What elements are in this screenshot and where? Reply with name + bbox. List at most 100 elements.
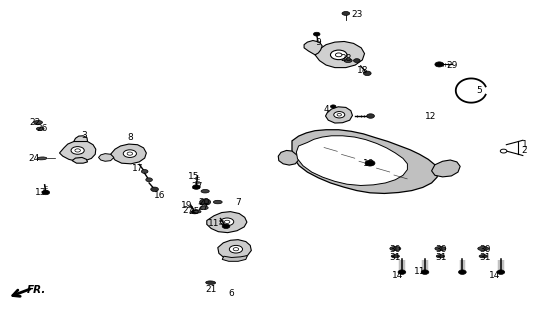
Text: 9: 9 bbox=[316, 38, 321, 47]
Text: 27: 27 bbox=[192, 182, 203, 191]
Ellipse shape bbox=[478, 246, 489, 251]
Polygon shape bbox=[315, 42, 365, 68]
Polygon shape bbox=[278, 150, 299, 165]
Polygon shape bbox=[431, 160, 460, 177]
Text: 30: 30 bbox=[480, 245, 491, 254]
Circle shape bbox=[500, 149, 507, 153]
Circle shape bbox=[75, 149, 80, 152]
Text: 2: 2 bbox=[522, 146, 527, 155]
Text: 31: 31 bbox=[480, 253, 491, 262]
Ellipse shape bbox=[344, 59, 352, 62]
Circle shape bbox=[192, 185, 200, 189]
Ellipse shape bbox=[391, 255, 399, 258]
Ellipse shape bbox=[206, 281, 215, 284]
Ellipse shape bbox=[436, 255, 445, 258]
Circle shape bbox=[334, 112, 345, 118]
Text: 28: 28 bbox=[340, 54, 352, 63]
Ellipse shape bbox=[194, 210, 201, 213]
Text: 31: 31 bbox=[436, 253, 447, 262]
Polygon shape bbox=[72, 157, 88, 163]
Polygon shape bbox=[218, 240, 251, 260]
Text: 5: 5 bbox=[476, 86, 482, 95]
Circle shape bbox=[365, 160, 375, 166]
Text: 27: 27 bbox=[182, 206, 193, 215]
Circle shape bbox=[458, 270, 466, 274]
Text: 14: 14 bbox=[489, 271, 500, 280]
Text: 16: 16 bbox=[154, 191, 166, 200]
Circle shape bbox=[42, 190, 50, 195]
Circle shape bbox=[220, 218, 234, 226]
Circle shape bbox=[222, 224, 230, 228]
Text: 23: 23 bbox=[351, 10, 363, 19]
Ellipse shape bbox=[390, 246, 401, 251]
Polygon shape bbox=[74, 136, 88, 141]
Text: 10: 10 bbox=[363, 159, 375, 168]
Ellipse shape bbox=[34, 121, 42, 124]
Text: 14: 14 bbox=[392, 271, 403, 280]
Circle shape bbox=[398, 270, 406, 274]
Ellipse shape bbox=[37, 157, 47, 160]
Text: 29: 29 bbox=[447, 60, 458, 69]
Text: 4: 4 bbox=[324, 105, 329, 114]
Polygon shape bbox=[60, 140, 96, 161]
Polygon shape bbox=[304, 41, 322, 55]
Circle shape bbox=[331, 105, 336, 108]
Circle shape bbox=[435, 62, 444, 67]
Circle shape bbox=[364, 71, 371, 76]
Polygon shape bbox=[99, 154, 114, 161]
Ellipse shape bbox=[200, 206, 208, 210]
Text: 21: 21 bbox=[205, 284, 217, 293]
Circle shape bbox=[421, 270, 429, 274]
Circle shape bbox=[233, 248, 239, 251]
Text: 24: 24 bbox=[28, 154, 39, 163]
Circle shape bbox=[146, 178, 153, 182]
Ellipse shape bbox=[479, 255, 488, 258]
Polygon shape bbox=[222, 256, 247, 261]
Polygon shape bbox=[296, 136, 407, 186]
Text: 17: 17 bbox=[132, 164, 144, 173]
Text: 19: 19 bbox=[181, 201, 192, 210]
Ellipse shape bbox=[435, 246, 446, 251]
Circle shape bbox=[199, 199, 210, 205]
Circle shape bbox=[151, 187, 159, 192]
Ellipse shape bbox=[36, 127, 44, 130]
Text: 13: 13 bbox=[35, 188, 46, 197]
Text: 26: 26 bbox=[36, 124, 47, 132]
Text: FR.: FR. bbox=[27, 285, 46, 295]
Text: 1: 1 bbox=[522, 140, 527, 149]
Circle shape bbox=[354, 59, 360, 62]
Circle shape bbox=[127, 152, 133, 155]
Circle shape bbox=[229, 245, 242, 253]
Text: 6: 6 bbox=[229, 289, 234, 298]
Text: 18: 18 bbox=[356, 66, 368, 75]
Circle shape bbox=[336, 53, 342, 57]
Text: 11: 11 bbox=[208, 219, 220, 228]
Text: 25: 25 bbox=[188, 207, 200, 216]
Text: 30: 30 bbox=[390, 245, 401, 254]
Text: 31: 31 bbox=[390, 253, 401, 262]
Ellipse shape bbox=[213, 200, 222, 204]
Circle shape bbox=[497, 270, 505, 274]
Circle shape bbox=[367, 114, 375, 118]
Circle shape bbox=[71, 147, 84, 154]
Circle shape bbox=[191, 210, 198, 214]
Ellipse shape bbox=[201, 189, 209, 193]
Text: 7: 7 bbox=[235, 197, 241, 206]
Text: 11: 11 bbox=[414, 267, 425, 276]
Text: 12: 12 bbox=[425, 112, 436, 121]
Circle shape bbox=[331, 50, 347, 60]
Polygon shape bbox=[326, 107, 353, 123]
Text: 8: 8 bbox=[127, 133, 133, 142]
Polygon shape bbox=[207, 212, 247, 233]
Text: 15: 15 bbox=[188, 172, 200, 181]
Circle shape bbox=[337, 114, 342, 116]
Text: 30: 30 bbox=[436, 245, 447, 254]
Ellipse shape bbox=[342, 12, 350, 15]
Text: 3: 3 bbox=[82, 131, 87, 140]
Text: 27: 27 bbox=[197, 203, 209, 212]
Circle shape bbox=[123, 150, 137, 157]
Circle shape bbox=[224, 220, 230, 223]
Circle shape bbox=[142, 170, 148, 173]
Polygon shape bbox=[292, 130, 438, 194]
Circle shape bbox=[314, 32, 320, 36]
